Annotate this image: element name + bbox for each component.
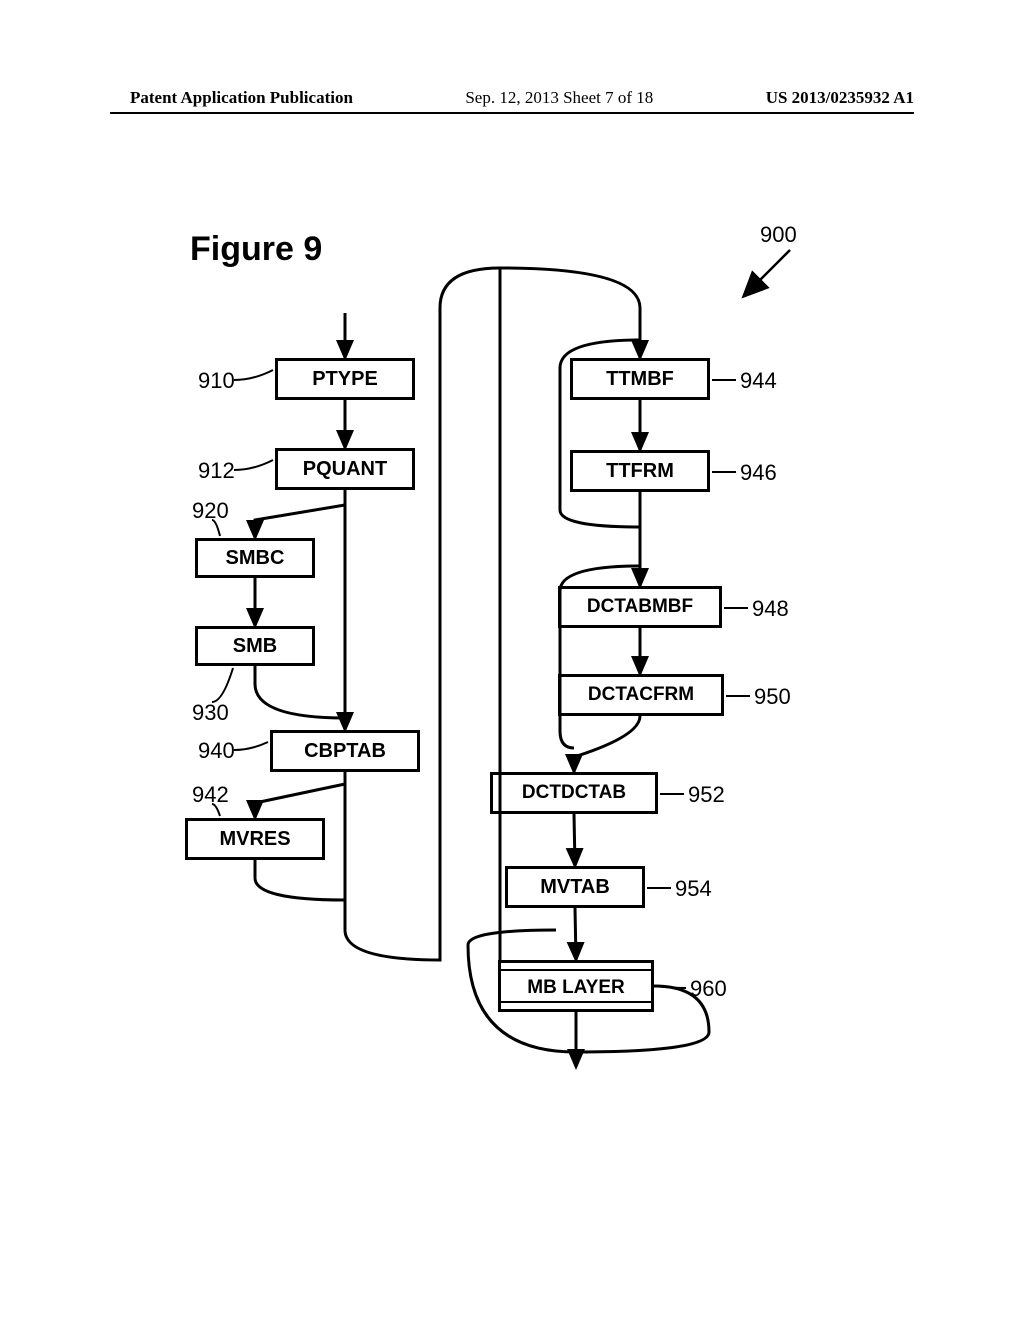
node-cbptab: CBPTAB: [270, 730, 420, 772]
node-label: DCTDCTAB: [522, 782, 626, 804]
ref-mvtab: 954: [675, 876, 712, 902]
node-label: SMB: [233, 635, 277, 658]
page-header: Patent Application Publication Sep. 12, …: [0, 88, 1024, 108]
page: Patent Application Publication Sep. 12, …: [0, 0, 1024, 1320]
ref-900: 900: [760, 222, 797, 248]
ref-ttmbf: 944: [740, 368, 777, 394]
node-smb: SMB: [195, 626, 315, 666]
header-publication: Patent Application Publication: [130, 88, 353, 108]
ref-cbptab: 940: [198, 738, 235, 764]
node-mvres: MVRES: [185, 818, 325, 860]
node-smbc: SMBC: [195, 538, 315, 578]
node-label: TTFRM: [606, 460, 674, 483]
ref-ttfrm: 946: [740, 460, 777, 486]
ref-ptype: 910: [198, 368, 235, 394]
node-ttmbf: TTMBF: [570, 358, 710, 400]
node-ttfrm: TTFRM: [570, 450, 710, 492]
ref-smbc: 920: [192, 498, 229, 524]
ref-dctabmbf: 948: [752, 596, 789, 622]
figure-title: Figure 9: [190, 230, 322, 269]
diagram-connectors: [0, 0, 1024, 1320]
ref-smb: 930: [192, 700, 229, 726]
node-label: MB LAYER: [501, 977, 651, 999]
node-dctabmbf: DCTABMBF: [558, 586, 722, 628]
ref-dctacfrm: 950: [754, 684, 791, 710]
node-ptype: PTYPE: [275, 358, 415, 400]
node-label: CBPTAB: [304, 740, 386, 763]
mb-inner-bottom: [501, 1001, 651, 1003]
node-label: DCTACFRM: [588, 684, 694, 706]
header-sheet-info: Sep. 12, 2013 Sheet 7 of 18: [465, 88, 653, 108]
node-label: PQUANT: [303, 458, 387, 481]
node-label: SMBC: [226, 547, 285, 570]
ref-pquant: 912: [198, 458, 235, 484]
node-dctdctab: DCTDCTAB: [490, 772, 658, 814]
ref-mblayer: 960: [690, 976, 727, 1002]
mb-inner-top: [501, 969, 651, 971]
node-dctacfrm: DCTACFRM: [558, 674, 724, 716]
node-pquant: PQUANT: [275, 448, 415, 490]
header-rule: [110, 112, 914, 114]
node-label: MVRES: [219, 828, 290, 851]
node-label: MVTAB: [540, 876, 610, 899]
node-label: TTMBF: [606, 368, 674, 391]
header-patent-number: US 2013/0235932 A1: [766, 88, 914, 108]
ref-dctdctab: 952: [688, 782, 725, 808]
ref-mvres: 942: [192, 782, 229, 808]
node-mvtab: MVTAB: [505, 866, 645, 908]
node-label: PTYPE: [312, 368, 378, 391]
node-mblayer: MB LAYER: [498, 960, 654, 1012]
node-label: DCTABMBF: [587, 596, 693, 618]
